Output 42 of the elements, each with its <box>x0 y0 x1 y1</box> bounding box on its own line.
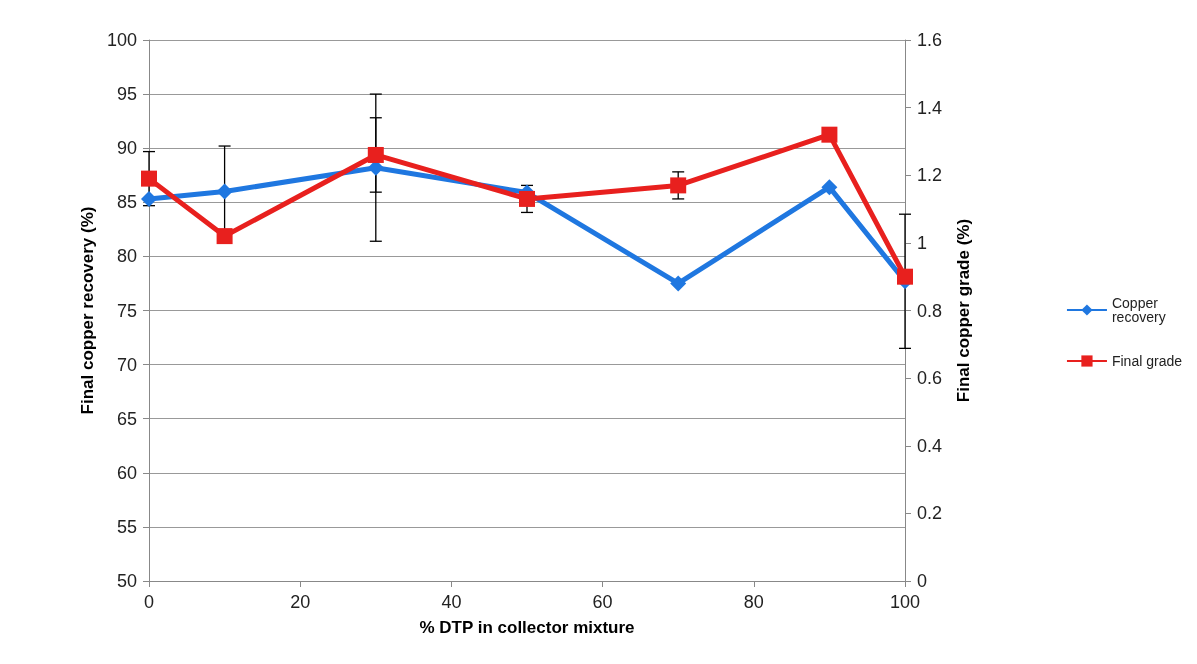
x-tick-label: 80 <box>743 592 764 612</box>
point <box>141 170 157 187</box>
legend-label: Final grade <box>1111 353 1183 369</box>
y-tick-label: 95 <box>116 84 137 105</box>
point <box>821 126 838 143</box>
y2-tick-label: 0.4 <box>917 435 943 456</box>
x-axis-title: % DTP in collector mixture <box>419 618 635 637</box>
y-tick-label: 75 <box>116 300 137 321</box>
y-tick-label: 85 <box>116 192 137 213</box>
y2-tick-label: 0.6 <box>917 368 943 389</box>
point <box>897 268 913 285</box>
y-tick-label: 90 <box>116 138 137 159</box>
point <box>141 191 157 208</box>
y2-tick-label: 1 <box>917 232 928 253</box>
y2-tick-label: 1.2 <box>917 165 943 186</box>
x-tick-label: 40 <box>441 592 462 612</box>
y-tick-label: 50 <box>116 571 137 591</box>
point <box>821 179 838 196</box>
y-tick-label: 80 <box>116 246 137 267</box>
point <box>670 275 687 292</box>
x-tick-label: 20 <box>290 592 311 612</box>
y-tick-label: 65 <box>116 408 137 429</box>
point <box>216 183 233 200</box>
point <box>367 146 384 163</box>
y2-axis-title: Final copper grade (%) <box>954 218 973 403</box>
y-tick-label: 55 <box>116 516 137 537</box>
y-axis-title: Final copper recovery (%) <box>78 206 98 415</box>
y-tick-label: 60 <box>116 462 137 483</box>
point <box>670 177 687 194</box>
x-tick-label: 0 <box>143 592 155 612</box>
y2-tick-label: 0.8 <box>917 300 943 321</box>
point <box>519 190 535 207</box>
y2-tick-label: 1.4 <box>917 97 943 118</box>
y-tick-label: 100 <box>106 30 137 50</box>
y-tick-label: 70 <box>116 354 137 375</box>
y2-tick-label: 1.6 <box>917 30 943 50</box>
legend-label: Copper recovery <box>1111 295 1166 325</box>
y2-tick-label: 0 <box>917 571 928 591</box>
y2-tick-label: 0.2 <box>917 503 943 524</box>
x-tick-label: 60 <box>592 592 613 612</box>
point <box>216 228 233 245</box>
x-tick-label: 100 <box>889 592 921 612</box>
